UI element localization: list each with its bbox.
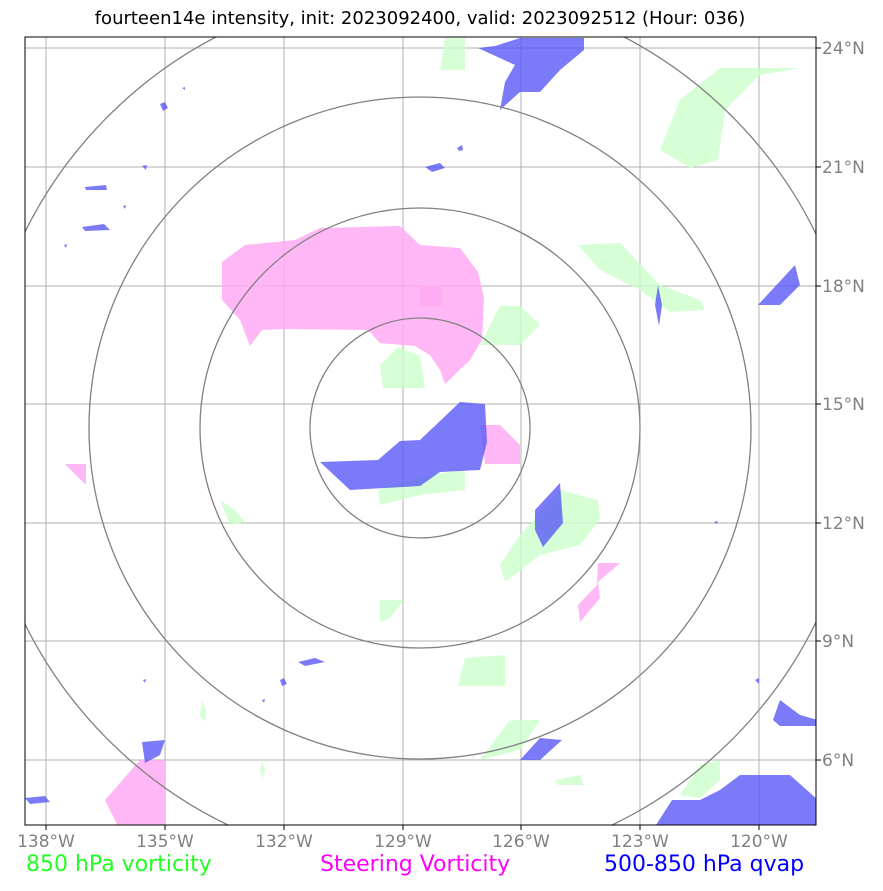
blue-region xyxy=(758,265,800,305)
magenta-region xyxy=(420,286,442,306)
magenta-region xyxy=(578,563,620,622)
blue-region xyxy=(714,521,718,524)
blue-region xyxy=(520,738,562,760)
green-region xyxy=(578,243,705,312)
lat-tick-label: 21°N xyxy=(822,158,865,178)
blue-region xyxy=(85,185,107,190)
lon-tick-label: 120°W xyxy=(730,832,788,852)
legend-qvap: 500-850 hPa qvap xyxy=(604,852,805,877)
green-region xyxy=(380,600,404,622)
magenta-region xyxy=(65,464,86,485)
vorticity-850-contours xyxy=(200,38,800,798)
blue-region xyxy=(160,102,168,111)
lon-tick-label: 138°W xyxy=(17,832,75,852)
magenta-region xyxy=(222,226,484,384)
green-region xyxy=(480,306,540,345)
plot-frame xyxy=(24,36,817,826)
blue-region xyxy=(755,678,759,684)
blue-region xyxy=(320,402,487,490)
blue-region xyxy=(182,87,185,90)
green-region xyxy=(380,347,425,388)
lon-tick-label: 123°W xyxy=(611,832,669,852)
longitude-labels: 138°W 135°W 132°W 129°W 126°W 123°W 120°… xyxy=(17,832,788,852)
lat-tick-label: 6°N xyxy=(822,751,854,771)
lon-tick-label: 135°W xyxy=(136,832,194,852)
blue-region xyxy=(773,700,816,726)
lat-tick-label: 18°N xyxy=(822,277,865,297)
magenta-region xyxy=(480,425,520,464)
lon-tick-label: 132°W xyxy=(255,832,313,852)
lon-tick-label: 129°W xyxy=(374,832,432,852)
blue-region xyxy=(656,775,816,825)
lat-tick-label: 12°N xyxy=(822,514,865,534)
green-region xyxy=(440,38,465,70)
blue-region xyxy=(64,244,67,248)
lat-tick-label: 15°N xyxy=(822,395,865,415)
legend-steering-vorticity: Steering Vorticity xyxy=(320,852,511,877)
range-rings xyxy=(25,37,816,825)
green-region xyxy=(378,470,465,505)
green-region xyxy=(555,775,584,785)
blue-region xyxy=(123,205,126,209)
map-title: fourteen14e intensity, init: 2023092400,… xyxy=(94,8,746,29)
green-region xyxy=(220,500,245,525)
blue-region xyxy=(262,699,265,703)
blue-region xyxy=(143,679,146,683)
green-region xyxy=(458,655,505,686)
blue-region xyxy=(142,740,165,763)
blue-region xyxy=(478,38,584,110)
blue-region xyxy=(298,658,325,666)
blue-region xyxy=(82,224,110,231)
green-region xyxy=(200,700,206,722)
green-region xyxy=(260,760,265,780)
latitude-labels: 24°N 21°N 18°N 15°N 12°N 9°N 6°N xyxy=(822,39,865,771)
blue-region xyxy=(25,796,50,804)
blue-region xyxy=(142,165,147,170)
blue-region xyxy=(655,285,662,326)
blue-region xyxy=(457,145,463,151)
lon-tick-label: 126°W xyxy=(492,832,550,852)
lat-tick-label: 24°N xyxy=(822,39,865,59)
blue-region xyxy=(425,163,445,172)
qvap-contours xyxy=(25,38,816,825)
green-region xyxy=(680,760,720,798)
green-region xyxy=(660,68,800,168)
magenta-region xyxy=(105,760,165,825)
lat-tick-label: 9°N xyxy=(822,632,854,652)
blue-region xyxy=(280,678,287,686)
legend-850-vorticity: 850 hPa vorticity xyxy=(26,852,212,877)
blue-region xyxy=(535,483,563,547)
tick-marks xyxy=(45,47,821,830)
